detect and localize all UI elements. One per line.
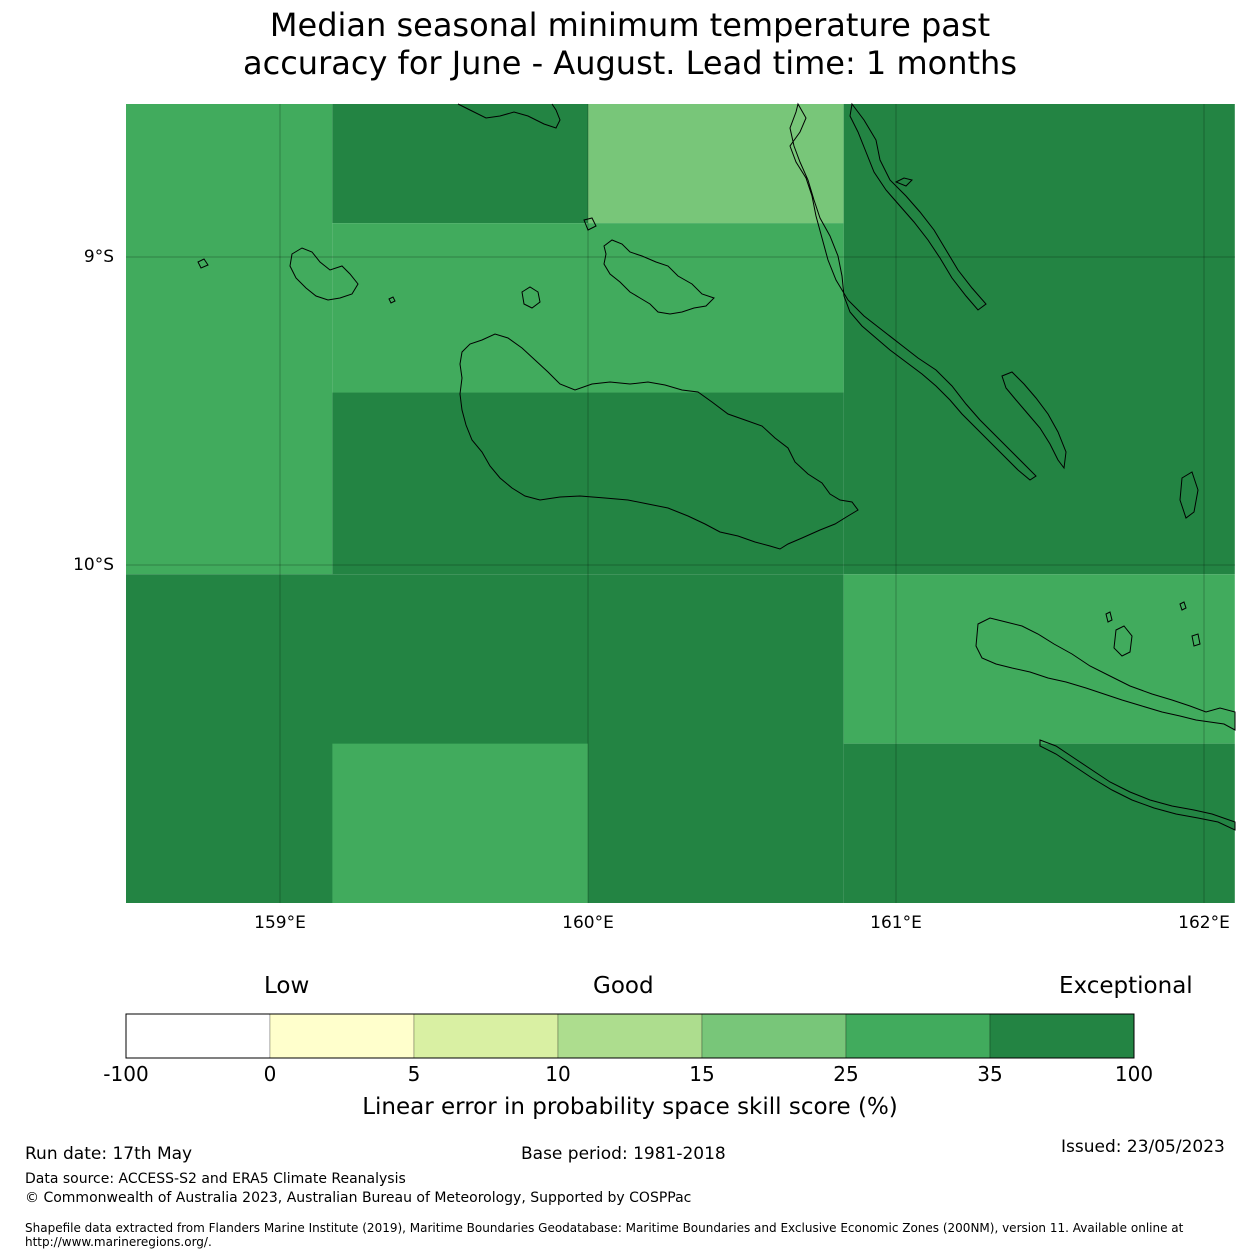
coastline-makira (975, 617, 1236, 731)
lon-label-160e: 160°E (562, 913, 614, 933)
coastline-islet-b (197, 258, 209, 269)
colorbar-tick-label: 15 (689, 1062, 715, 1086)
colorbar-category-exceptional: Exceptional (1059, 973, 1193, 999)
lon-label-161e: 161°E (870, 913, 922, 933)
coastline-isabel-tip (457, 103, 561, 129)
coastline-malaita (789, 102, 1037, 481)
coastlines (197, 102, 1236, 831)
colorbar-tick-label: 10 (545, 1062, 571, 1086)
coastline-islet-e (1105, 611, 1113, 623)
colorbar (125, 1013, 1135, 1059)
colorbar-tick-label: 100 (1114, 1062, 1154, 1086)
skill-grid (126, 104, 1235, 903)
colorbar-segment (557, 1013, 703, 1059)
run-date: Run date: 17th May (25, 1144, 193, 1164)
map-gridlines (126, 104, 1235, 903)
coastline-islet-h (894, 177, 913, 187)
skill-cell (332, 743, 588, 903)
coastline-small-malaita (1001, 371, 1067, 470)
colorbar-segment (701, 1013, 847, 1059)
colorbar-tick-label: 35 (977, 1062, 1003, 1086)
colorbar-tick-label: 0 (263, 1062, 277, 1086)
coastline-islet-f (1179, 601, 1187, 611)
skill-cell (332, 223, 844, 393)
coastline-nggela (603, 239, 715, 315)
skill-cell (332, 392, 844, 575)
colorbar-tick-label: 25 (833, 1062, 859, 1086)
map-title: Median seasonal minimum temperature past… (0, 6, 1260, 82)
colorbar-segment (413, 1013, 559, 1059)
skill-cell (843, 574, 1235, 744)
coastline-ugi (1113, 625, 1133, 657)
lat-label-10s: 10°S (73, 555, 114, 575)
shapefile-credit: Shapefile data extracted from Flanders M… (25, 1221, 1184, 1249)
coastline-guadalcanal (459, 333, 859, 550)
issued-date: Issued: 23/05/2023 (1061, 1137, 1225, 1157)
coastline-islet-d (1179, 471, 1199, 519)
lon-label-159e: 159°E (254, 913, 306, 933)
colorbar-segment (125, 1013, 271, 1059)
title-line-2: accuracy for June - August. Lead time: 1… (243, 44, 1017, 82)
coastline-makira-south (1039, 739, 1236, 831)
colorbar-segment (845, 1013, 991, 1059)
colorbar-label: Linear error in probability space skill … (362, 1094, 898, 1120)
coastline-russell (289, 247, 359, 301)
colorbar-category-good: Good (593, 973, 654, 999)
colorbar-segment (989, 1013, 1135, 1059)
skill-cell (843, 743, 1235, 903)
colorbar-tick-label: -100 (103, 1062, 149, 1086)
colorbar-segment (269, 1013, 415, 1059)
skill-cell (588, 104, 844, 224)
coastline-islet-g (1191, 633, 1201, 647)
lat-label-9s: 9°S (83, 247, 114, 267)
colorbar-category-low: Low (264, 973, 310, 999)
skill-cell (843, 104, 1235, 575)
skill-cell (332, 104, 588, 224)
coastline-islet-a (583, 217, 597, 231)
colorbar-frame (125, 1013, 1135, 1059)
title-line-1: Median seasonal minimum temperature past (269, 6, 991, 44)
coastline-islet-c (388, 296, 396, 304)
copyright: © Commonwealth of Australia 2023, Austra… (25, 1190, 692, 1206)
lon-label-162e: 162°E (1178, 913, 1230, 933)
coastline-malaita-north (849, 102, 987, 311)
coastline-islet-savo (521, 286, 541, 309)
base-period: Base period: 1981-2018 (521, 1144, 726, 1164)
colorbar-tick-label: 5 (407, 1062, 421, 1086)
data-source: Data source: ACCESS-S2 and ERA5 Climate … (25, 1171, 406, 1187)
skill-cell (126, 104, 333, 575)
